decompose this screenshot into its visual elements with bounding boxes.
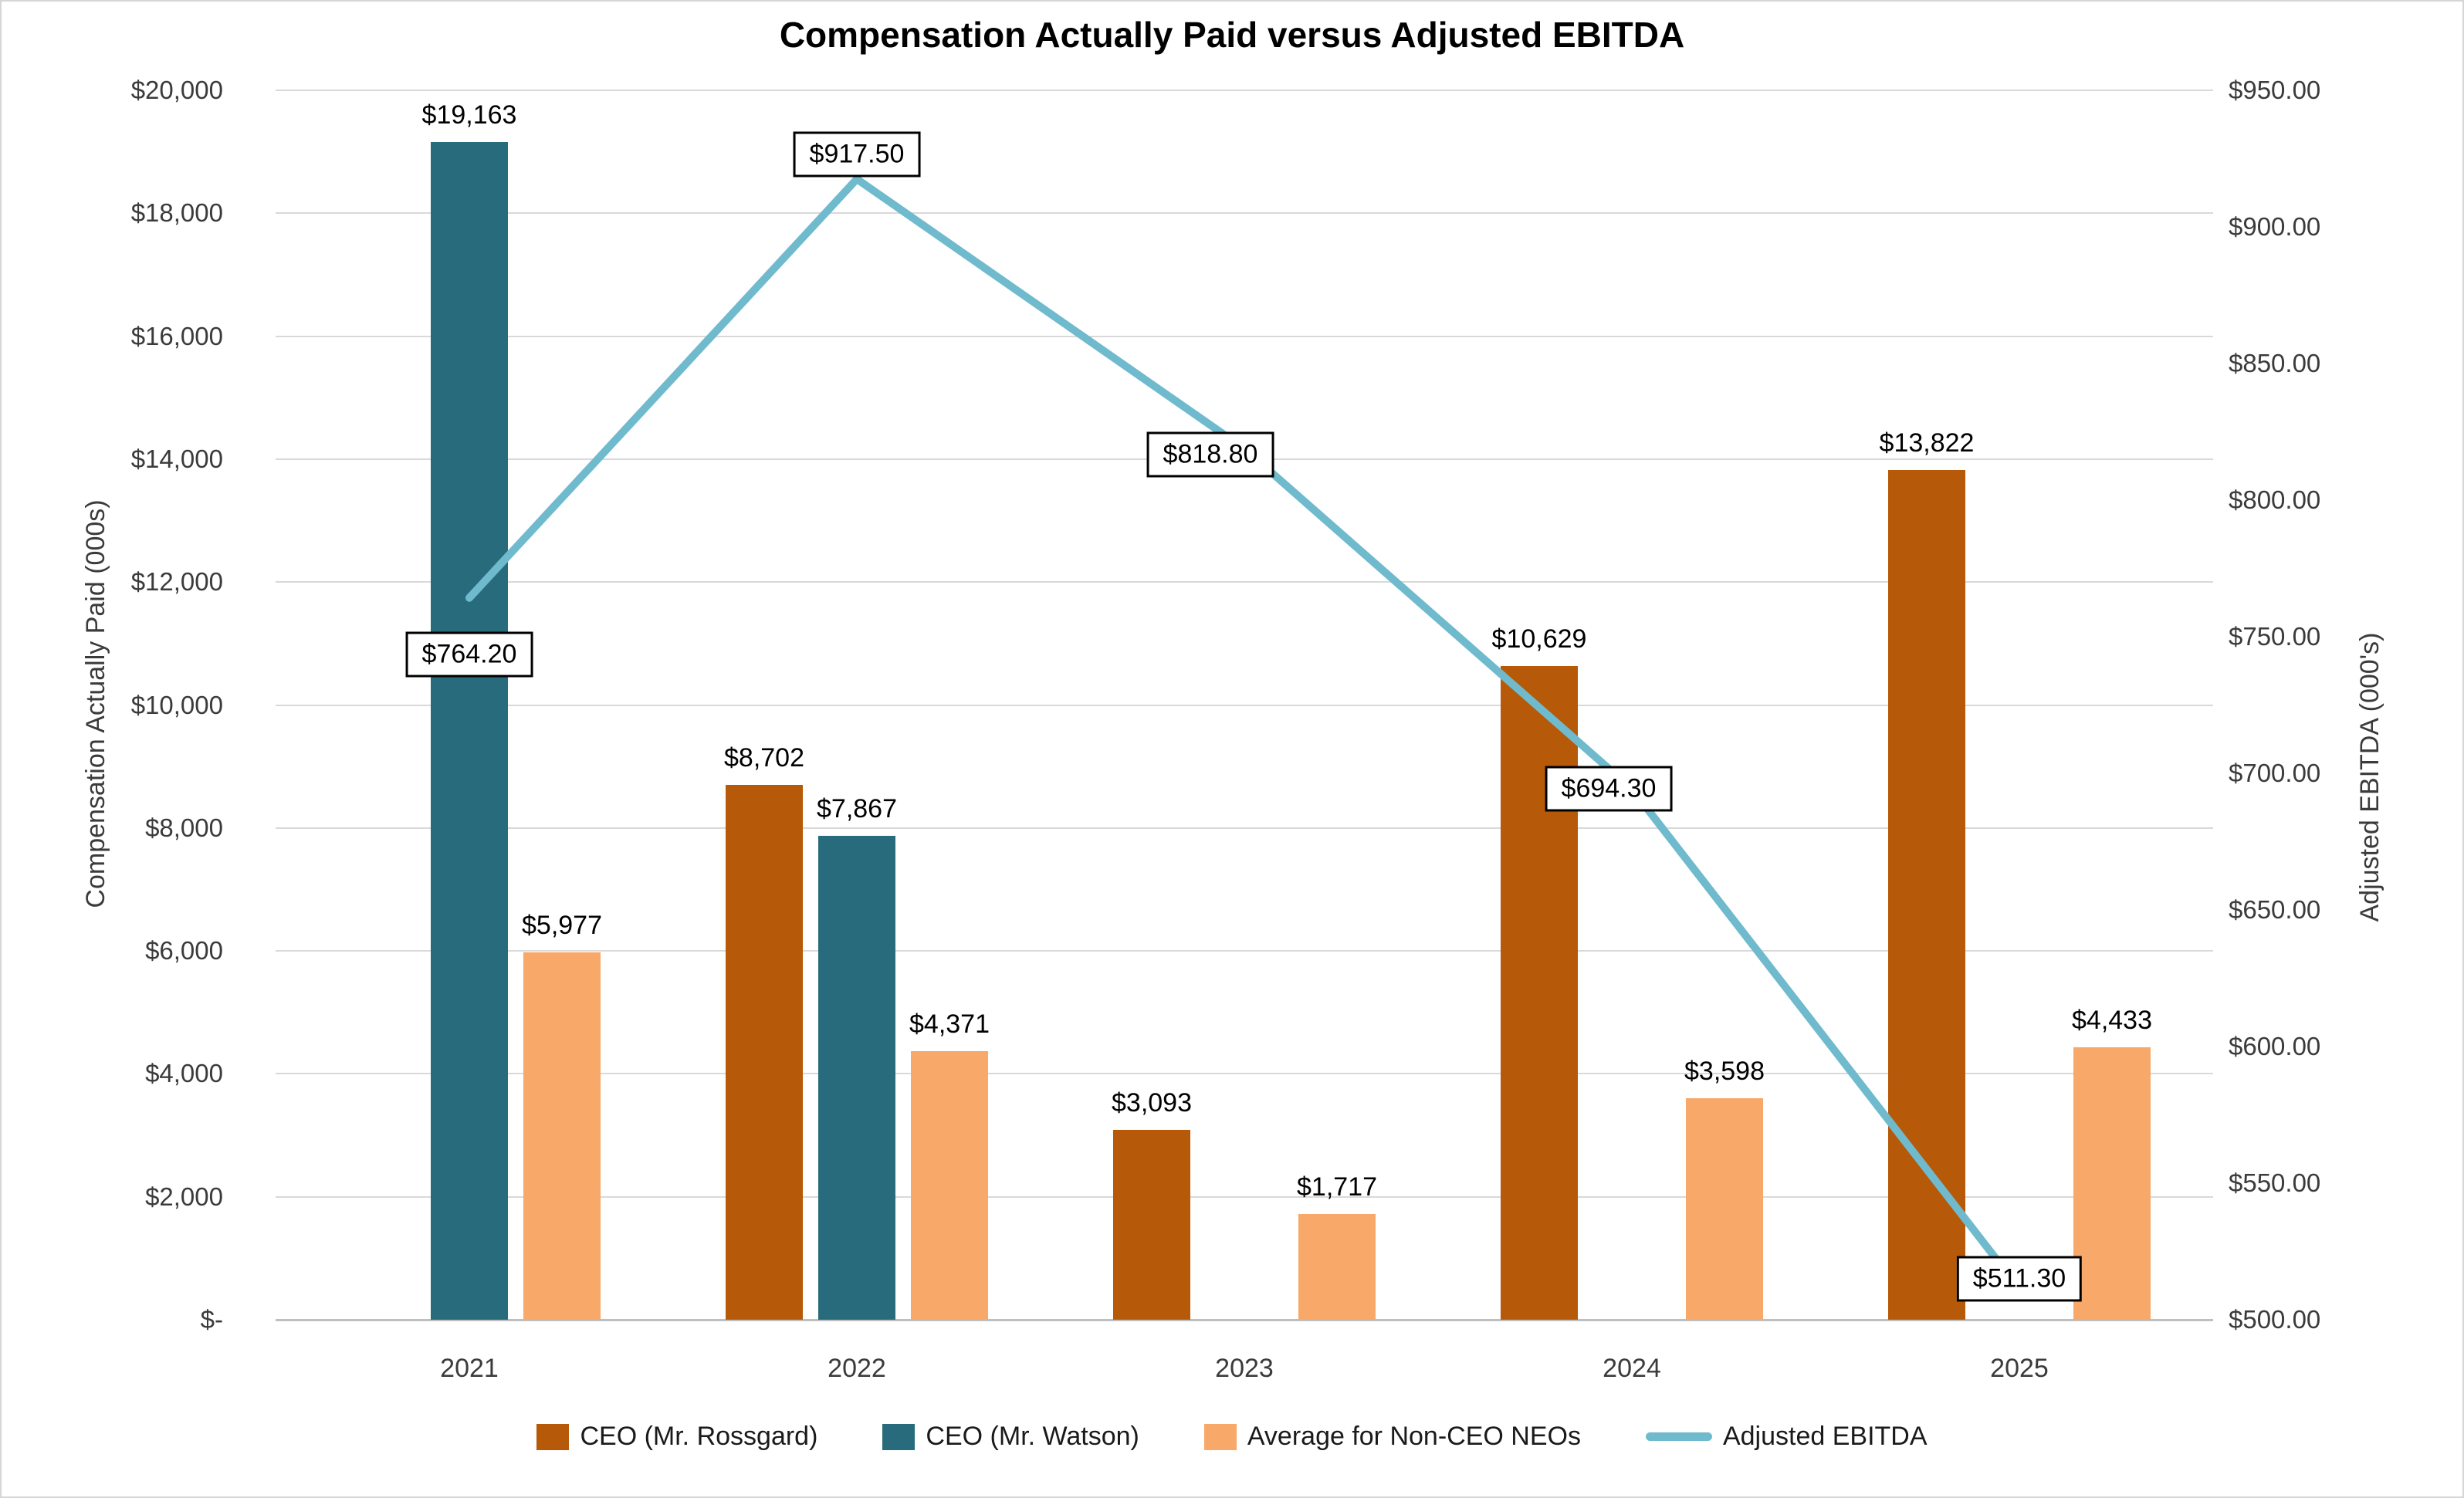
legend-label: Average for Non-CEO NEOs	[1247, 1422, 1581, 1451]
y-axis-right-tick-label: $650.00	[2229, 895, 2321, 924]
y-axis-left-tick-label: $10,000	[130, 690, 223, 719]
y-axis-right-tick-label: $800.00	[2229, 485, 2321, 514]
bar-value-label: $1,717	[1297, 1172, 1377, 1202]
legend-item: Adjusted EBITDA	[1645, 1422, 1928, 1452]
legend-label: Adjusted EBITDA	[1722, 1422, 1928, 1451]
x-axis-category-label: 2022	[828, 1354, 886, 1383]
y-axis-left-tick-label: $12,000	[130, 567, 223, 597]
legend-item: CEO (Mr. Rossgard)	[536, 1422, 817, 1452]
y-axis-left-tick-label: $6,000	[145, 936, 223, 965]
y-axis-right-tick-label: $500.00	[2229, 1305, 2321, 1334]
gridline	[276, 827, 2213, 829]
gridline	[276, 581, 2213, 583]
y-axis-left-tick-label: $2,000	[145, 1182, 223, 1211]
x-axis-category-label: 2025	[1990, 1354, 2049, 1383]
bar-value-label: $5,977	[522, 910, 602, 940]
plot-area: $8,702 $3,093 $10,629 $13,822 $19,163 $7,867 $…	[276, 90, 2213, 1321]
bar-value-label: $7,867	[817, 794, 897, 824]
legend-label: CEO (Mr. Rossgard)	[580, 1422, 818, 1451]
y-axis-right-tick-label: $600.00	[2229, 1032, 2321, 1060]
bar-average-for-non-ceo-neos-2023	[1298, 1214, 1376, 1320]
y-axis-left-tick-label: $8,000	[145, 813, 223, 842]
bar-value-label: $3,598	[1684, 1057, 1765, 1087]
bar-value-label: $4,371	[909, 1009, 990, 1039]
y-axis-right-tick-label: $900.00	[2229, 212, 2321, 241]
gridline	[276, 1195, 2213, 1198]
bar-value-label: $4,433	[2072, 1005, 2152, 1035]
x-axis-category-label: 2021	[440, 1354, 499, 1383]
ebitda-polyline	[465, 175, 2023, 1293]
y-axis-left-tick-label: $14,000	[130, 444, 223, 473]
y-axis-left-tick-label: $-	[200, 1305, 223, 1334]
gridline	[276, 950, 2213, 952]
bar-average-for-non-ceo-neos-2025	[2073, 1047, 2151, 1320]
bar-average-for-non-ceo-neos-2022	[911, 1050, 988, 1320]
gridline	[276, 335, 2213, 337]
bar-average-for-non-ceo-neos-2024	[1686, 1098, 1763, 1320]
bar-ceo-mr-rossgard--2025	[1888, 470, 1965, 1320]
bar-value-label: $8,702	[724, 742, 804, 773]
legend-swatch	[536, 1423, 570, 1450]
legend: CEO (Mr. Rossgard) CEO (Mr. Watson) Averag…	[2, 1422, 2462, 1452]
y-axis-right-tick-label: $850.00	[2229, 349, 2321, 377]
gridline	[276, 90, 2213, 91]
bar-average-for-non-ceo-neos-2021	[523, 952, 601, 1320]
gridline	[276, 212, 2213, 215]
y-axis-left-tick-label: $18,000	[130, 198, 223, 228]
ebitda-point-label: $764.20	[405, 631, 533, 678]
ebitda-point-label: $694.30	[1545, 766, 1673, 812]
bar-ceo-mr-rossgard--2023	[1113, 1129, 1190, 1320]
chart-title: Compensation Actually Paid versus Adjust…	[779, 15, 1685, 55]
bar-ceo-mr-watson--2022	[818, 836, 895, 1320]
gridline	[276, 704, 2213, 706]
legend-item: CEO (Mr. Watson)	[882, 1422, 1139, 1452]
bar-value-label: $10,629	[1491, 624, 1587, 654]
legend-line-swatch	[1645, 1432, 1712, 1441]
x-axis-category-label: 2023	[1215, 1354, 1274, 1383]
bar-value-label: $19,163	[421, 100, 517, 130]
legend-swatch	[882, 1423, 916, 1450]
bar-ceo-mr-rossgard--2022	[726, 784, 803, 1320]
x-axis-category-label: 2024	[1603, 1354, 1661, 1383]
legend-label: CEO (Mr. Watson)	[926, 1422, 1139, 1451]
bar-value-label: $3,093	[1112, 1087, 1192, 1118]
ebitda-point-label: $917.50	[793, 131, 921, 178]
y-axis-right-tick-label: $750.00	[2229, 622, 2321, 651]
x-axis-line	[276, 1318, 2213, 1321]
legend-item: Average for Non-CEO NEOs	[1203, 1422, 1581, 1452]
ebitda-point-label: $511.30	[1956, 1256, 2083, 1302]
gridline	[276, 1073, 2213, 1075]
y-axis-right-tick-label: $550.00	[2229, 1168, 2321, 1197]
y-axis-right-tick-label: $700.00	[2229, 759, 2321, 787]
bar-ceo-mr-watson--2021	[431, 141, 508, 1320]
ebitda-line	[465, 175, 2023, 1293]
y-axis-left-tick-label: $16,000	[130, 321, 223, 350]
ebitda-point-label: $818.80	[1146, 431, 1274, 478]
legend-swatch	[1203, 1423, 1237, 1450]
bar-value-label: $13,822	[1879, 428, 1975, 458]
y-axis-left-tick-label: $4,000	[145, 1059, 223, 1088]
y-axis-right-tick-label: $950.00	[2229, 76, 2321, 104]
y-axis-left-tick-label: $20,000	[130, 76, 223, 104]
